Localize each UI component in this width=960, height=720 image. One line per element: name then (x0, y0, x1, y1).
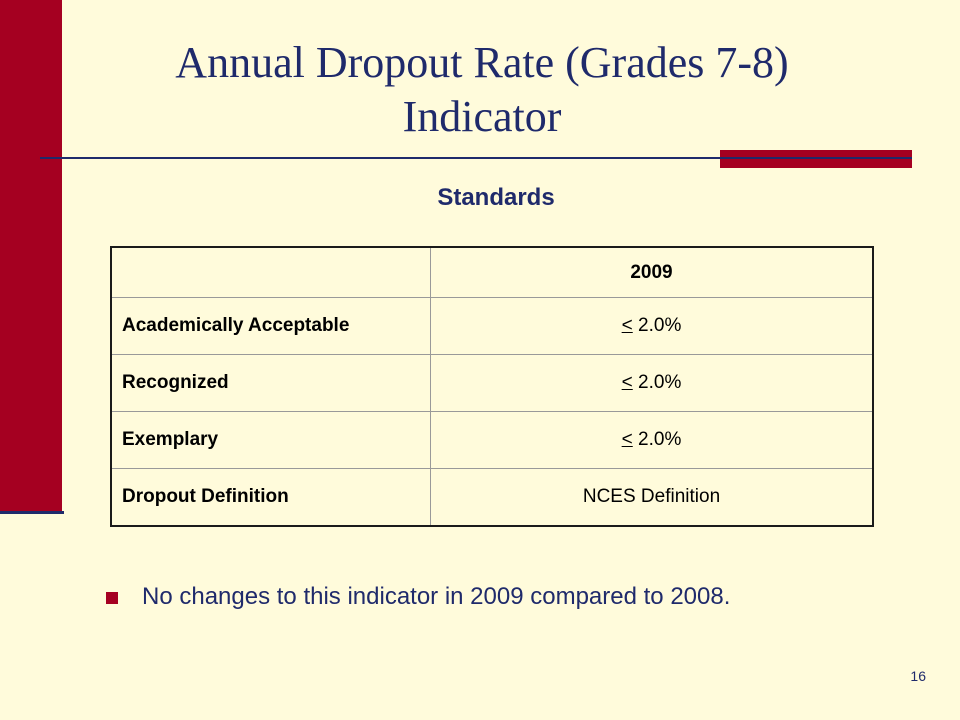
row-value-text: NCES Definition (582, 486, 721, 507)
square-bullet-icon (106, 592, 118, 604)
standards-table: 2009 Academically Acceptable < 2.0% Reco… (110, 246, 874, 527)
bullet-note: No changes to this indicator in 2009 com… (142, 583, 731, 610)
header-label-cell (110, 246, 431, 298)
table-row: Exemplary < 2.0% (110, 411, 874, 469)
row-value: NCES Definition (430, 468, 874, 527)
less-or-equal-symbol: < (621, 372, 633, 393)
less-or-equal-symbol: < (621, 315, 633, 336)
table-header-row: 2009 (110, 246, 874, 298)
row-label: Recognized (110, 354, 431, 412)
row-value-text: 2.0% (632, 372, 682, 393)
table-row: Academically Acceptable < 2.0% (110, 297, 874, 355)
row-value: < 2.0% (430, 297, 874, 355)
table-row: Recognized < 2.0% (110, 354, 874, 412)
table-row: Dropout Definition NCES Definition (110, 468, 874, 527)
row-value-text: 2.0% (632, 315, 682, 336)
less-or-equal-symbol: < (621, 429, 633, 450)
left-accent-bar (0, 0, 62, 511)
row-value: < 2.0% (430, 411, 874, 469)
page-number: 16 (910, 668, 926, 684)
row-label: Dropout Definition (110, 468, 431, 527)
row-label: Academically Acceptable (110, 297, 431, 355)
row-label: Exemplary (110, 411, 431, 469)
slide-title: Annual Dropout Rate (Grades 7-8) Indicat… (62, 36, 902, 144)
slide-title-line-1: Annual Dropout Rate (Grades 7-8) (175, 38, 789, 87)
slide-title-line-2: Indicator (402, 92, 562, 141)
title-divider-accent-line (720, 157, 912, 159)
row-value-text: 2.0% (632, 429, 682, 450)
title-divider-accent (720, 150, 912, 168)
header-year-cell: 2009 (430, 246, 874, 298)
section-heading: Standards (437, 184, 555, 211)
left-accent-bar-underline (0, 511, 64, 514)
row-value: < 2.0% (430, 354, 874, 412)
title-divider (40, 157, 912, 159)
